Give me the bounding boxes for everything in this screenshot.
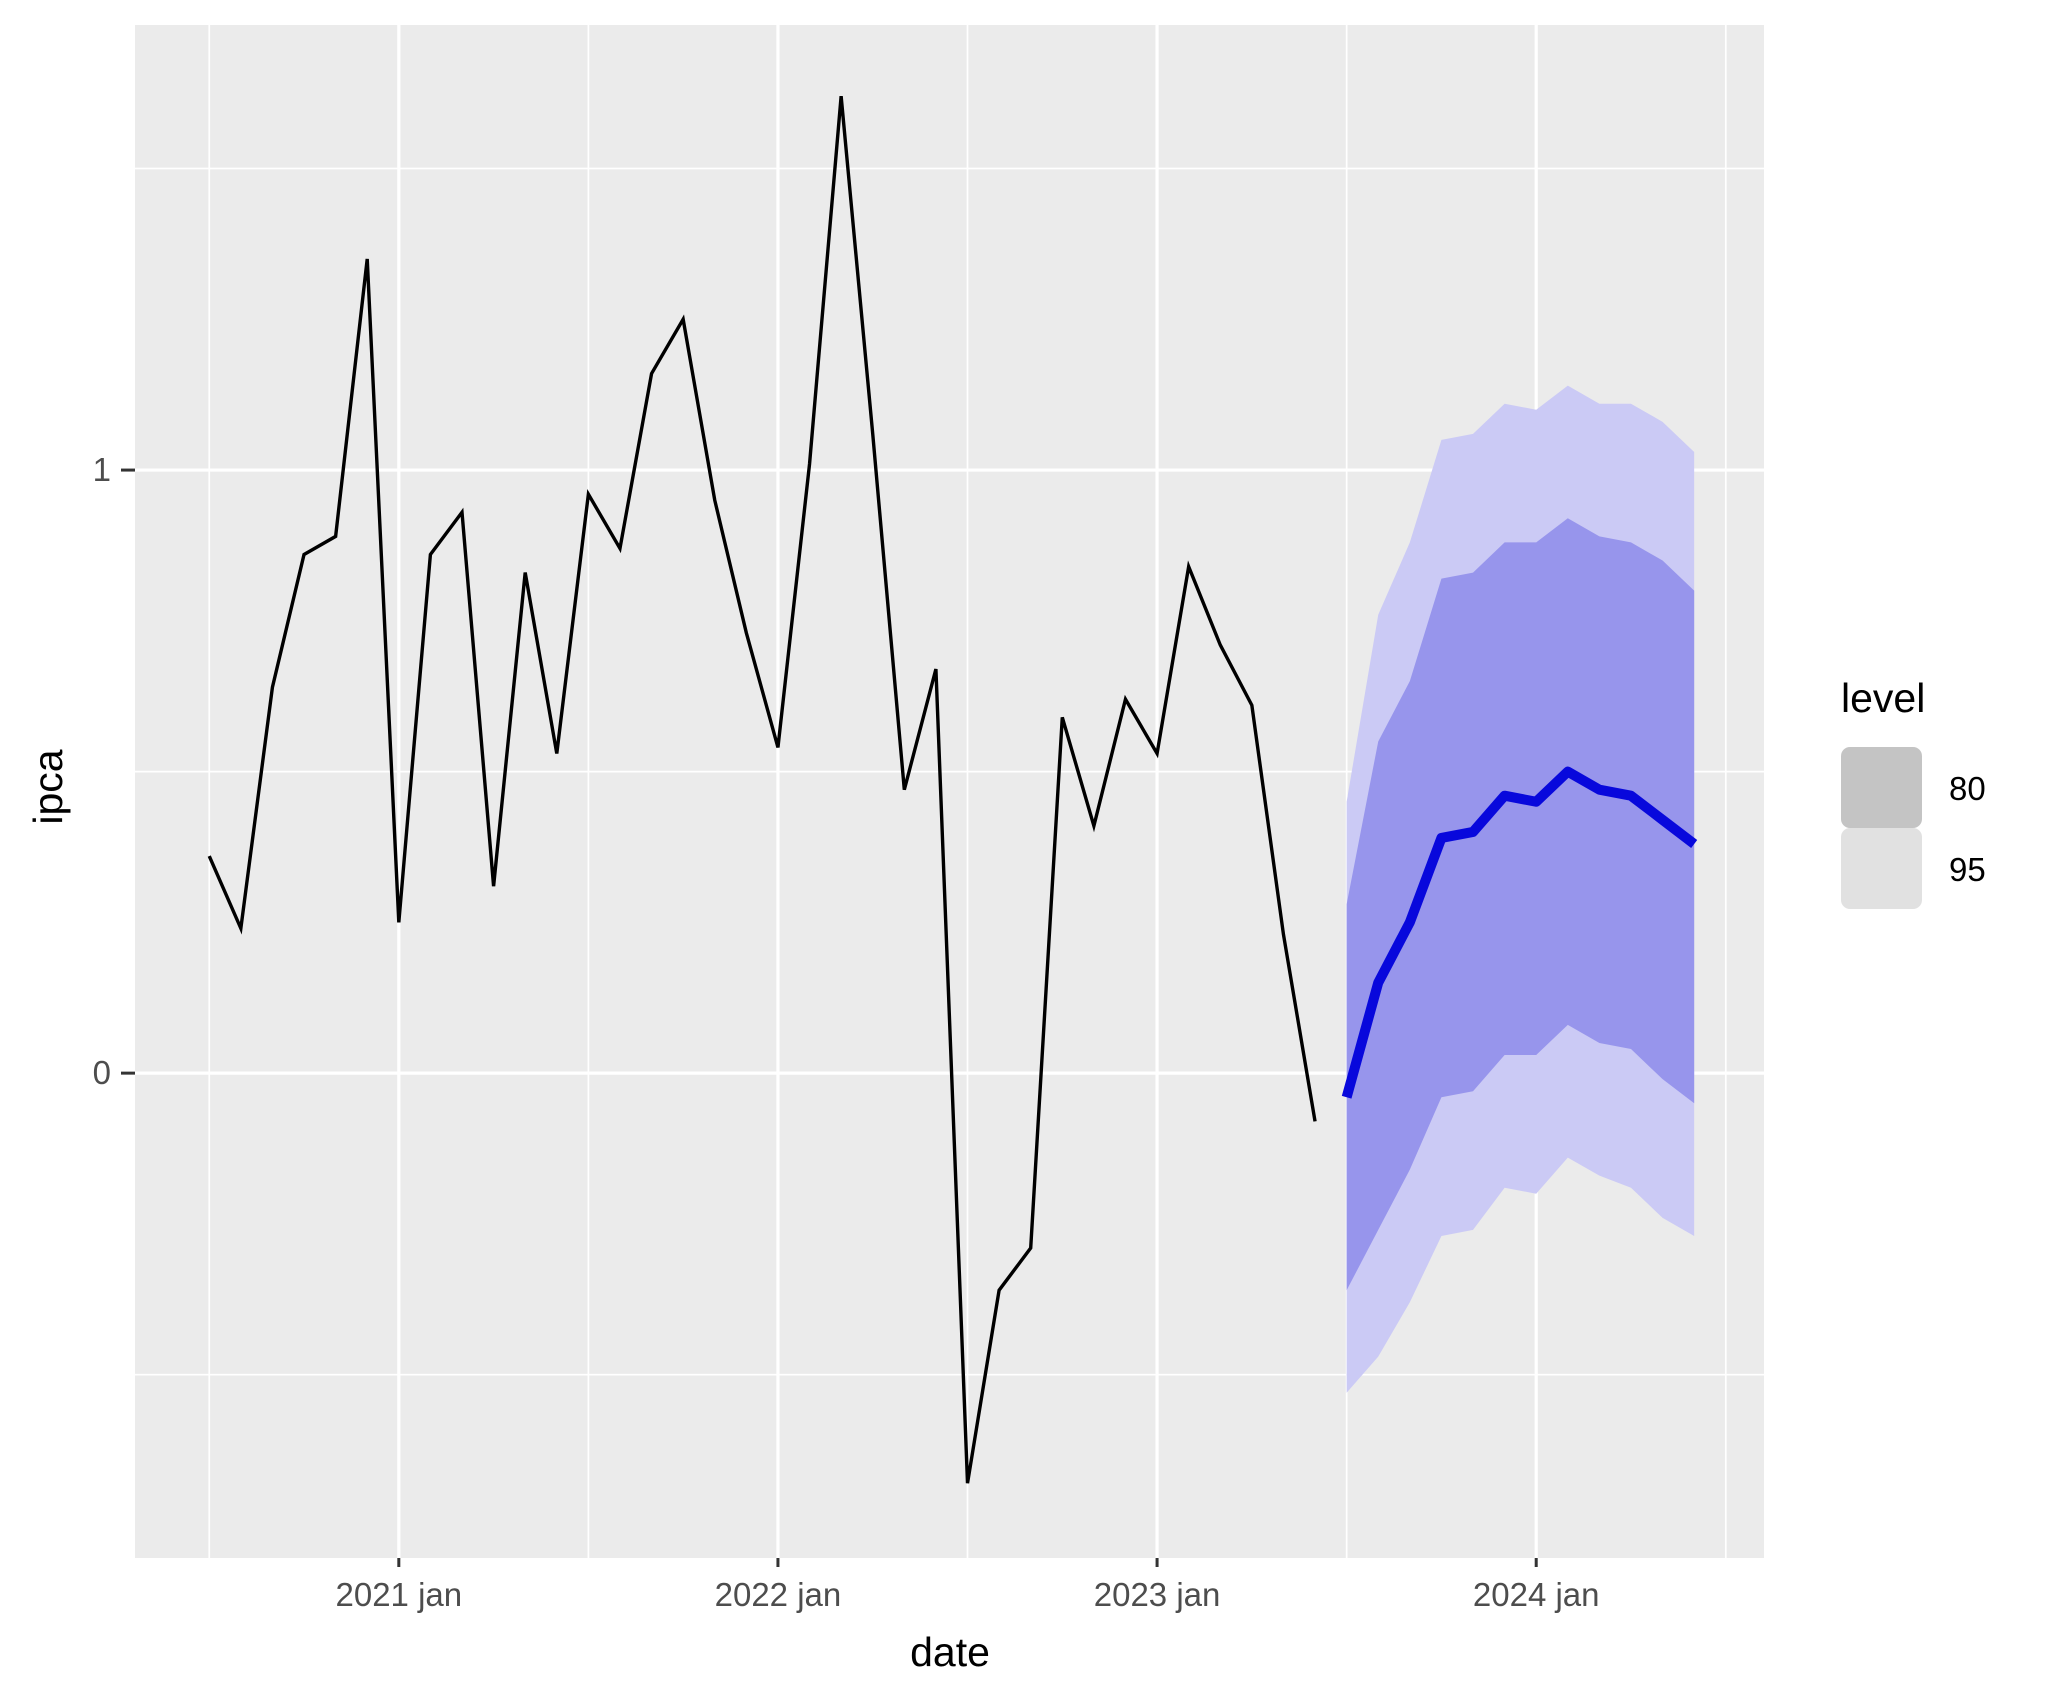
y-tick-label: 1 — [93, 451, 111, 488]
legend: level 80 95 — [1841, 675, 1986, 909]
forecast-ribbons — [1346, 385, 1695, 1393]
legend-label-80: 80 — [1949, 770, 1986, 807]
forecast-line — [1341, 766, 1698, 1099]
legend-label-95: 95 — [1949, 851, 1986, 888]
y-axis-title: ipca — [25, 749, 71, 824]
x-tick-label: 2021 jan — [335, 1576, 462, 1613]
forecast-mean-path — [1341, 766, 1698, 1099]
x-tick-label: 2024 jan — [1473, 1576, 1600, 1613]
y-tick-label: 0 — [93, 1054, 111, 1091]
x-tick-label: 2023 jan — [1094, 1576, 1221, 1613]
gridlines-major — [135, 25, 1764, 1558]
legend-key-80 — [1841, 747, 1922, 828]
x-axis-tick-labels: 2021 jan 2022 jan 2023 jan 2024 jan — [335, 1576, 1599, 1613]
legend-key-95 — [1841, 828, 1922, 909]
y-axis-tick-labels: 10 — [93, 451, 111, 1091]
x-axis-title: date — [910, 1629, 990, 1675]
axis-tick-marks — [121, 468, 1538, 1567]
historical-line — [207, 96, 1317, 1484]
legend-title: level — [1841, 675, 1925, 721]
historical-series-path — [207, 96, 1317, 1484]
x-tick-label: 2022 jan — [715, 1576, 842, 1613]
confidence-ribbon-80 — [1346, 518, 1695, 1291]
